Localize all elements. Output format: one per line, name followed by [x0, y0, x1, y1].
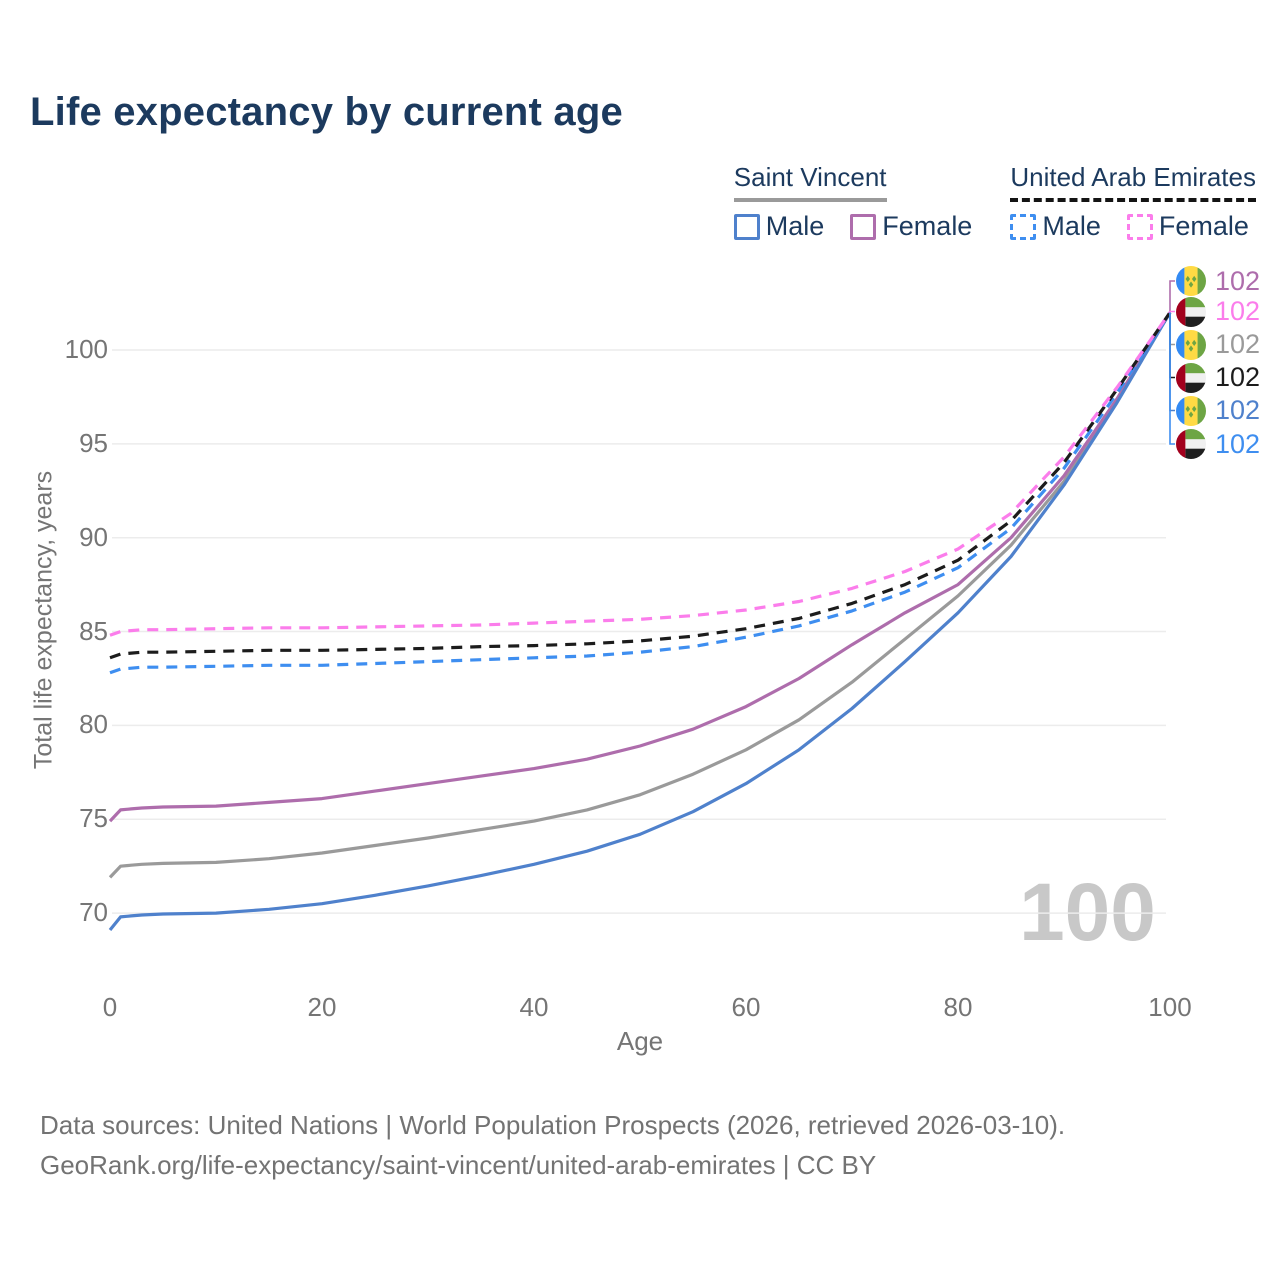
leader-line — [1169, 280, 1175, 313]
legend-item-saint-vincent-female[interactable]: Female — [850, 211, 972, 242]
end-label-value: 102 — [1215, 329, 1261, 359]
saint-vincent-flag-icon — [1176, 395, 1206, 426]
legend-item-label: Female — [1158, 211, 1249, 241]
page-title: Life expectancy by current age — [30, 90, 623, 134]
legend-heading: United Arab Emirates — [1010, 162, 1256, 202]
footer-attribution: GeoRank.org/life-expectancy/saint-vincen… — [40, 1150, 877, 1180]
legend-item-label: Male — [765, 211, 825, 241]
legend-item-label: Female — [882, 211, 973, 241]
end-label-row: 102 — [1176, 428, 1260, 460]
series-line-saint-vincent — [108, 311, 1172, 879]
end-label-value: 102 — [1215, 395, 1261, 425]
end-label-row: 102 — [1176, 296, 1260, 328]
footer: Data sources: United Nations | World Pop… — [40, 1105, 1065, 1185]
series-line-united-arab-emirates-male — [109, 311, 1172, 675]
x-tick-label-100: 100 — [1148, 992, 1192, 1022]
series-line-united-arab-emirates — [109, 311, 1172, 660]
y-tick-label-80: 80 — [79, 709, 108, 740]
x-axis-title: Age — [616, 1026, 664, 1056]
series-line-saint-vincent-female — [108, 311, 1172, 823]
legend-item-united-arab-emirates-male[interactable]: Male — [1010, 211, 1101, 242]
leader-line — [1169, 310, 1175, 313]
footer-data-sources: Data sources: United Nations | World Pop… — [40, 1110, 1066, 1140]
legend: Saint Vincent Male Female United Arab Emira… — [733, 162, 1256, 242]
series-line-united-arab-emirates-female — [109, 311, 1172, 637]
united-arab-emirates-flag-icon — [1176, 296, 1206, 327]
united-arab-emirates-flag-icon — [1176, 429, 1206, 459]
x-tick-label-80: 80 — [943, 992, 973, 1022]
x-tick-label-40: 40 — [519, 992, 549, 1022]
legend-item-saint-vincent-male[interactable]: Male — [733, 211, 825, 242]
legend-swatch — [1126, 213, 1153, 240]
legend-group-united-arab-emirates: United Arab Emirates Male Female — [1010, 162, 1256, 242]
end-label-row: 102 — [1176, 265, 1260, 297]
legend-item-united-arab-emirates-female[interactable]: Female — [1126, 211, 1249, 242]
x-tick-label-0: 0 — [102, 992, 118, 1022]
y-tick-label-75: 75 — [79, 803, 108, 834]
y-tick-label-100: 100 — [64, 334, 108, 364]
x-tick-label-20: 20 — [307, 992, 337, 1022]
saint-vincent-flag-icon — [1176, 266, 1206, 296]
united-arab-emirates-flag-icon — [1176, 362, 1206, 393]
end-label-row: 102 — [1176, 395, 1260, 427]
y-tick-label-90: 90 — [79, 521, 108, 552]
legend-swatch — [1010, 213, 1037, 240]
end-label-row: 102 — [1176, 329, 1260, 361]
legend-swatch — [733, 213, 760, 240]
series-line-saint-vincent-male — [108, 311, 1172, 932]
y-tick-label-95: 95 — [79, 427, 108, 458]
x-tick-label-60: 60 — [731, 992, 761, 1022]
end-label-row: 102 — [1176, 362, 1260, 394]
legend-group-saint-vincent: Saint Vincent Male Female — [733, 162, 972, 242]
end-label-value: 102 — [1215, 362, 1261, 392]
legend-item-label: Male — [1042, 211, 1101, 241]
saint-vincent-flag-icon — [1176, 329, 1206, 360]
y-tick-label-70: 70 — [79, 897, 108, 928]
end-label-value: 102 — [1215, 428, 1261, 459]
end-label-value: 102 — [1215, 265, 1261, 296]
y-tick-label-85: 85 — [79, 615, 108, 646]
legend-swatch — [850, 213, 877, 240]
end-label-value: 102 — [1215, 296, 1261, 326]
leader-line — [1169, 312, 1175, 445]
y-axis-title: Total life expectancy, years — [29, 470, 58, 770]
legend-heading: Saint Vincent — [733, 162, 887, 202]
